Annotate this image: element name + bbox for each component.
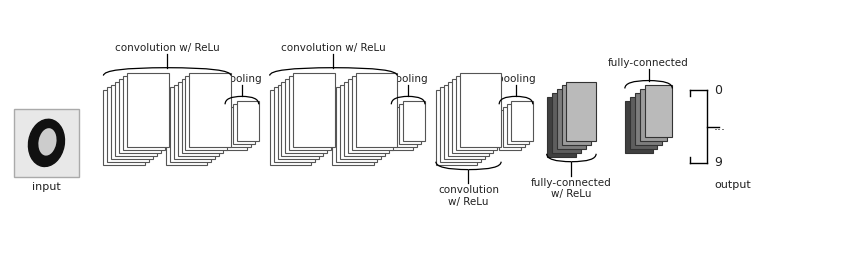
Bar <box>229 107 251 147</box>
Text: fully-connected
w/ ReLu: fully-connected w/ ReLu <box>531 178 612 199</box>
Bar <box>104 90 145 165</box>
Bar <box>507 104 529 144</box>
Bar <box>395 107 417 147</box>
Bar <box>511 101 533 141</box>
Text: convolution w/ ReLu: convolution w/ ReLu <box>281 43 386 53</box>
Bar <box>456 76 497 150</box>
Bar <box>499 110 521 150</box>
Bar <box>546 97 577 157</box>
Bar <box>293 73 335 147</box>
Bar <box>182 78 223 153</box>
Bar <box>645 86 673 137</box>
Bar <box>107 87 149 162</box>
Bar <box>278 85 319 159</box>
Text: pooling: pooling <box>389 73 428 83</box>
Text: 9: 9 <box>714 156 722 169</box>
Bar <box>237 101 258 141</box>
Bar <box>127 73 168 147</box>
Bar <box>178 82 219 156</box>
Bar <box>562 86 591 145</box>
Bar <box>352 76 393 150</box>
Bar <box>189 73 231 147</box>
Bar <box>281 82 323 156</box>
Bar <box>14 109 78 176</box>
Text: output: output <box>714 180 751 191</box>
Bar <box>269 90 312 165</box>
Bar <box>552 94 581 153</box>
Bar <box>166 90 207 165</box>
Bar <box>120 78 161 153</box>
Bar <box>504 107 525 147</box>
Text: ...: ... <box>714 120 726 133</box>
Bar <box>336 87 377 162</box>
Text: 0: 0 <box>714 84 722 97</box>
Bar <box>332 90 374 165</box>
Bar <box>115 82 157 156</box>
Bar <box>348 78 389 153</box>
Bar <box>640 90 668 141</box>
Bar <box>233 104 255 144</box>
Text: input: input <box>32 183 61 192</box>
Bar <box>173 85 216 159</box>
Bar <box>355 73 397 147</box>
Text: pooling: pooling <box>222 73 261 83</box>
Bar <box>630 97 658 149</box>
Text: pooling: pooling <box>497 73 536 83</box>
Bar <box>448 82 489 156</box>
Ellipse shape <box>29 119 65 166</box>
Ellipse shape <box>39 128 56 156</box>
Bar <box>403 101 425 141</box>
Bar <box>625 101 653 153</box>
Text: convolution w/ ReLu: convolution w/ ReLu <box>115 43 220 53</box>
Bar <box>225 110 247 150</box>
Bar <box>440 87 482 162</box>
Bar <box>460 73 501 147</box>
Bar <box>567 82 596 141</box>
Bar <box>290 76 331 150</box>
Bar <box>392 110 413 150</box>
Bar <box>451 78 493 153</box>
Bar <box>635 94 663 145</box>
Bar <box>444 85 485 159</box>
Bar <box>111 85 153 159</box>
Bar <box>285 78 327 153</box>
Bar <box>340 85 381 159</box>
Bar <box>169 87 211 162</box>
Text: fully-connected: fully-connected <box>608 58 689 68</box>
Text: convolution
w/ ReLu: convolution w/ ReLu <box>438 186 499 207</box>
Bar <box>344 82 386 156</box>
Bar <box>399 104 421 144</box>
Bar <box>436 90 477 165</box>
Bar <box>274 87 315 162</box>
Bar <box>123 76 165 150</box>
Bar <box>185 76 227 150</box>
Bar <box>557 90 586 149</box>
